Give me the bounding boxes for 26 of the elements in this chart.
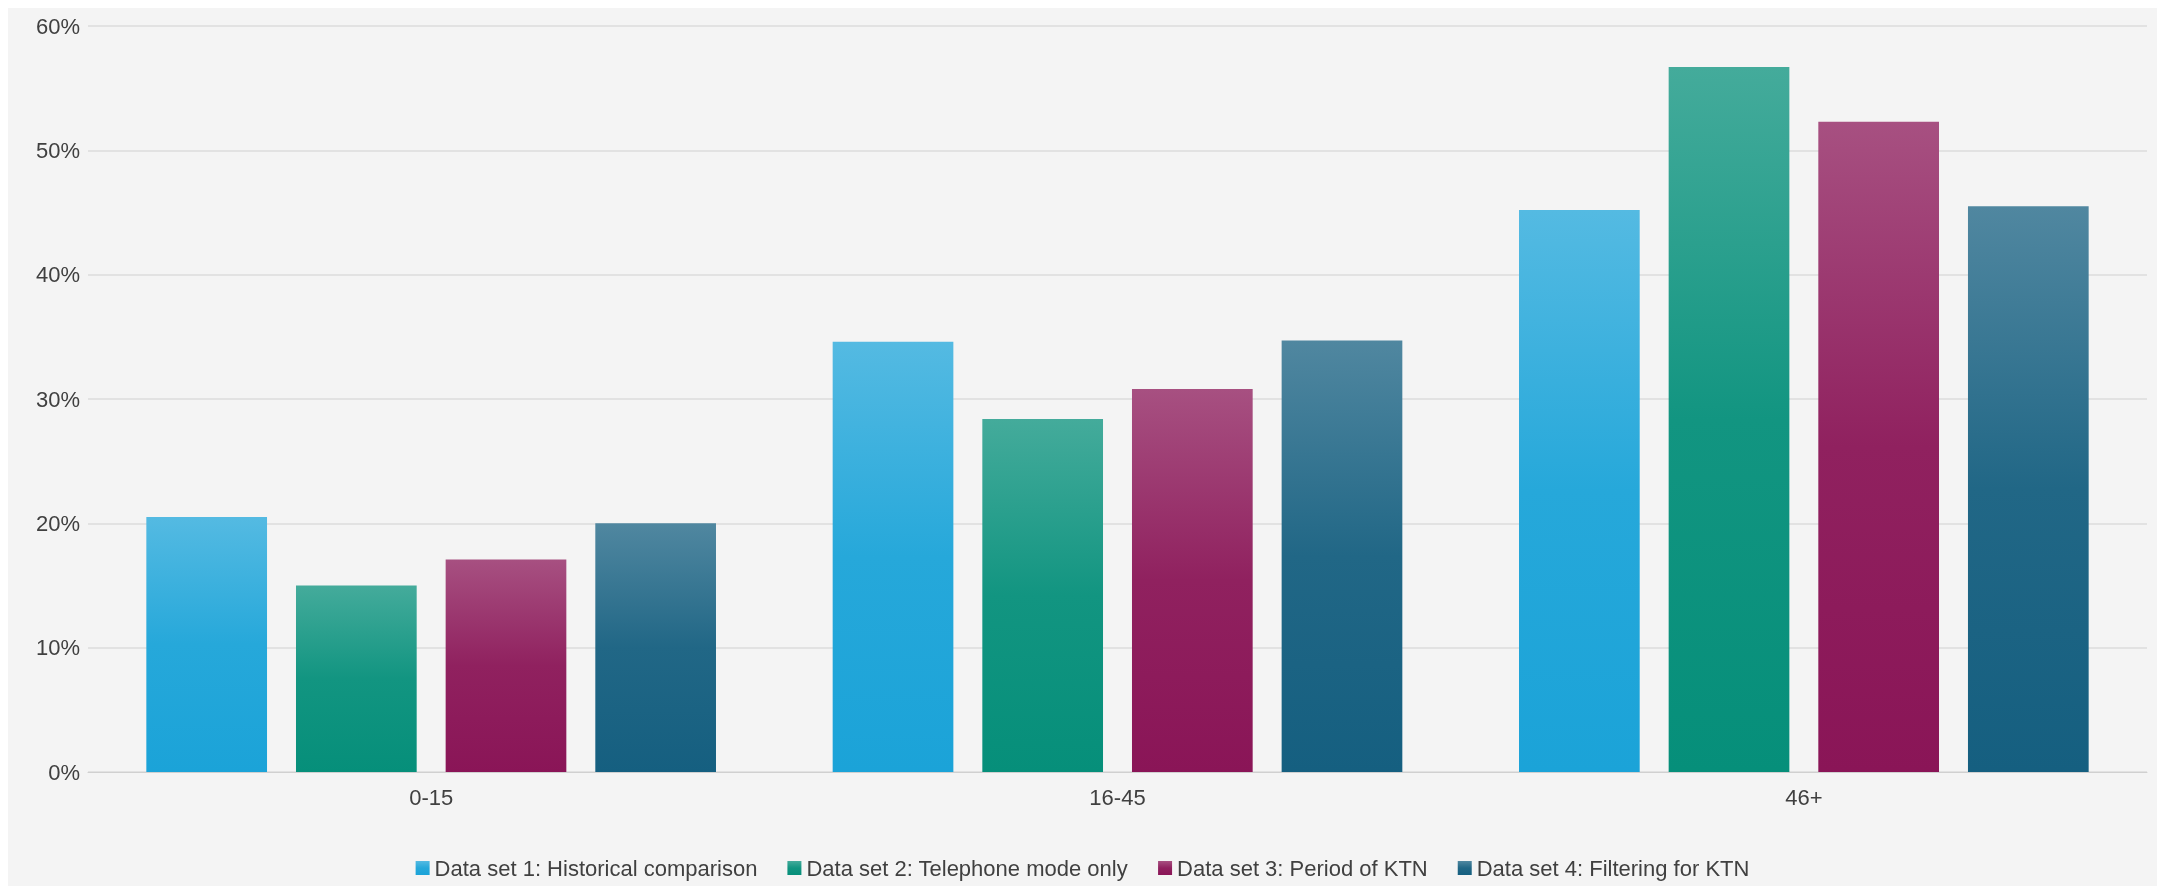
legend-label: Data set 2: Telephone mode only (806, 855, 1128, 881)
bar (1519, 210, 1640, 772)
y-tick-label: 0% (48, 759, 80, 785)
bar (1131, 389, 1253, 772)
legend-label: Data set 1: Historical comparison (434, 855, 758, 881)
x-tick-label: 0-15 (409, 784, 454, 810)
x-tick-label: 16-45 (1089, 784, 1146, 810)
y-tick-label: 50% (35, 137, 80, 163)
bar (1668, 67, 1790, 772)
y-tick-label: 30% (35, 386, 80, 412)
bar (595, 523, 716, 772)
bar (1967, 206, 2089, 772)
y-tick-label: 20% (35, 510, 80, 536)
bar (982, 418, 1104, 772)
bar (295, 585, 417, 772)
y-tick-label: 40% (35, 262, 80, 288)
bar (832, 341, 954, 772)
y-tick-label: 10% (35, 635, 80, 661)
legend-label: Data set 4: Filtering for KTN (1476, 855, 1750, 881)
bar (445, 559, 567, 772)
y-tick-label: 60% (35, 13, 80, 39)
bar (1281, 340, 1403, 772)
legend-label: Data set 3: Period of KTN (1177, 855, 1428, 881)
bar (1818, 121, 1940, 772)
bar (146, 517, 268, 772)
x-tick-label: 46+ (1785, 784, 1823, 810)
